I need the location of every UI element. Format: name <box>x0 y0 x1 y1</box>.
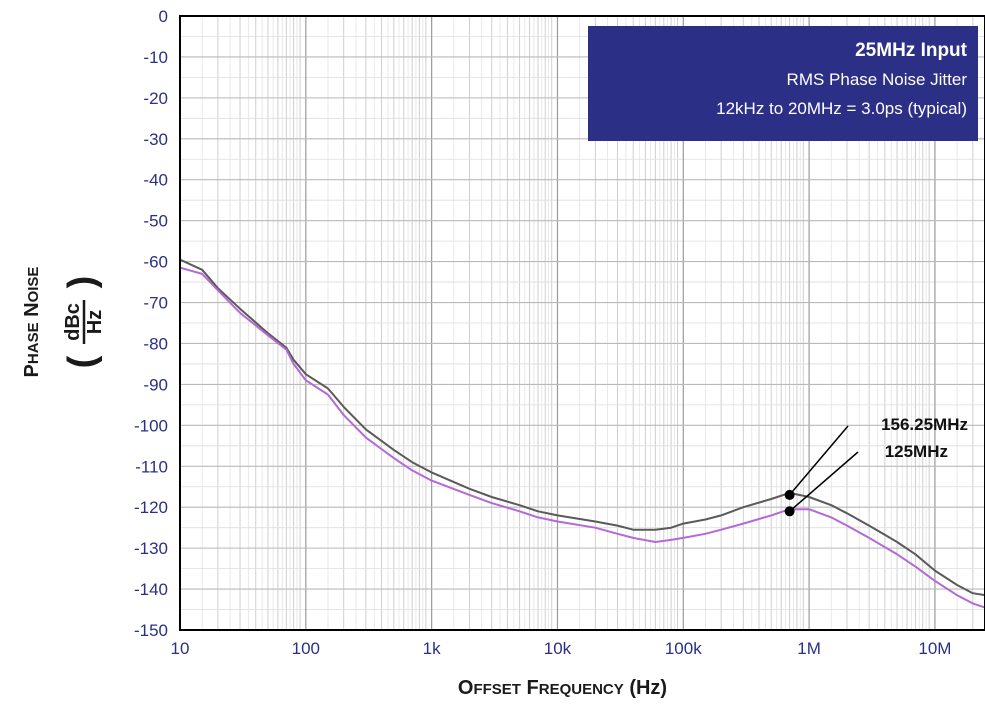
y-axis-label-cap: P <box>21 364 43 377</box>
series-leader-line <box>789 425 849 496</box>
y-tick-label: -60 <box>143 253 168 272</box>
x-tick-label: 1M <box>797 639 821 658</box>
x-tick-label: 10 <box>171 639 190 658</box>
x-axis-label-smallcaps: REQUENCY <box>539 681 624 698</box>
x-axis-label-cap: O <box>458 677 474 699</box>
y-tick-label: -150 <box>134 621 168 640</box>
y-axis-paren-left: ( <box>61 355 103 368</box>
annotation-background <box>588 26 978 141</box>
x-tick-labels: 10 100 1k 10k 100k 1M 10M <box>171 639 952 658</box>
y-axis-title: PHASE NOISE ( dBc Hz ) <box>21 267 106 378</box>
y-tick-label: -50 <box>143 212 168 231</box>
x-tick-label: 1k <box>423 639 441 658</box>
series-marker-dot <box>784 489 795 500</box>
series-marker-dot <box>784 506 795 517</box>
y-tick-label: -80 <box>143 334 168 353</box>
y-tick-label: -20 <box>143 89 168 108</box>
y-axis-label-smallcaps: HASE <box>25 322 42 364</box>
series-labels: 156.25MHz 125MHz <box>784 415 968 517</box>
plot-frame <box>179 15 985 631</box>
x-axis-label-cap: (Hz) <box>624 677 667 699</box>
y-tick-label: -110 <box>135 457 168 476</box>
x-axis-label: OFFSET FREQUENCY (Hz) <box>458 677 667 699</box>
annotation-line-2: 12kHz to 20MHz = 3.0ps (typical) <box>716 99 967 118</box>
y-tick-label: -40 <box>143 171 168 190</box>
x-axis-label-smallcaps: FFSET <box>473 681 521 698</box>
y-axis-paren-right: ) <box>61 276 103 289</box>
annotation-title: 25MHz Input <box>855 40 968 61</box>
x-tick-label: 100k <box>665 639 702 658</box>
y-axis-label-smallcaps: OISE <box>25 267 42 303</box>
y-tick-label: -140 <box>134 580 168 599</box>
y-tick-label: 0 <box>159 7 168 26</box>
y-tick-labels: 0 -10 -20 -30 -40 -50 -60 -70 -80 -90 -100 -110 -120… <box>134 7 168 640</box>
y-axis-unit-denominator: Hz <box>84 310 106 334</box>
y-tick-label: -90 <box>143 375 168 394</box>
y-tick-label: -30 <box>143 130 168 149</box>
annotation-box: 25MHz Input RMS Phase Noise Jitter 12kHz… <box>588 26 978 141</box>
y-axis-label-cap: N <box>21 302 43 322</box>
y-tick-label: -100 <box>134 416 168 435</box>
y-tick-label: -10 <box>143 48 168 67</box>
x-tick-label: 10k <box>544 639 572 658</box>
y-axis-label: PHASE NOISE <box>21 267 43 378</box>
annotation-line-1: RMS Phase Noise Jitter <box>787 70 968 89</box>
series-line-125mhz <box>179 266 985 609</box>
x-tick-label: 100 <box>292 639 320 658</box>
series-layer <box>179 258 985 609</box>
y-axis-unit-numerator: dBc <box>62 303 84 341</box>
series-label: 125MHz <box>885 442 948 461</box>
y-tick-label: -70 <box>143 294 168 313</box>
x-tick-label: 10M <box>918 639 951 658</box>
y-tick-label: -120 <box>134 498 168 517</box>
series-label: 156.25MHz <box>881 415 968 434</box>
minor-gridlines <box>180 16 985 630</box>
series-line-156mhz <box>179 258 985 597</box>
x-axis-label-cap: F <box>521 677 539 699</box>
series-leader-line <box>789 451 859 512</box>
y-tick-label: -130 <box>134 539 168 558</box>
